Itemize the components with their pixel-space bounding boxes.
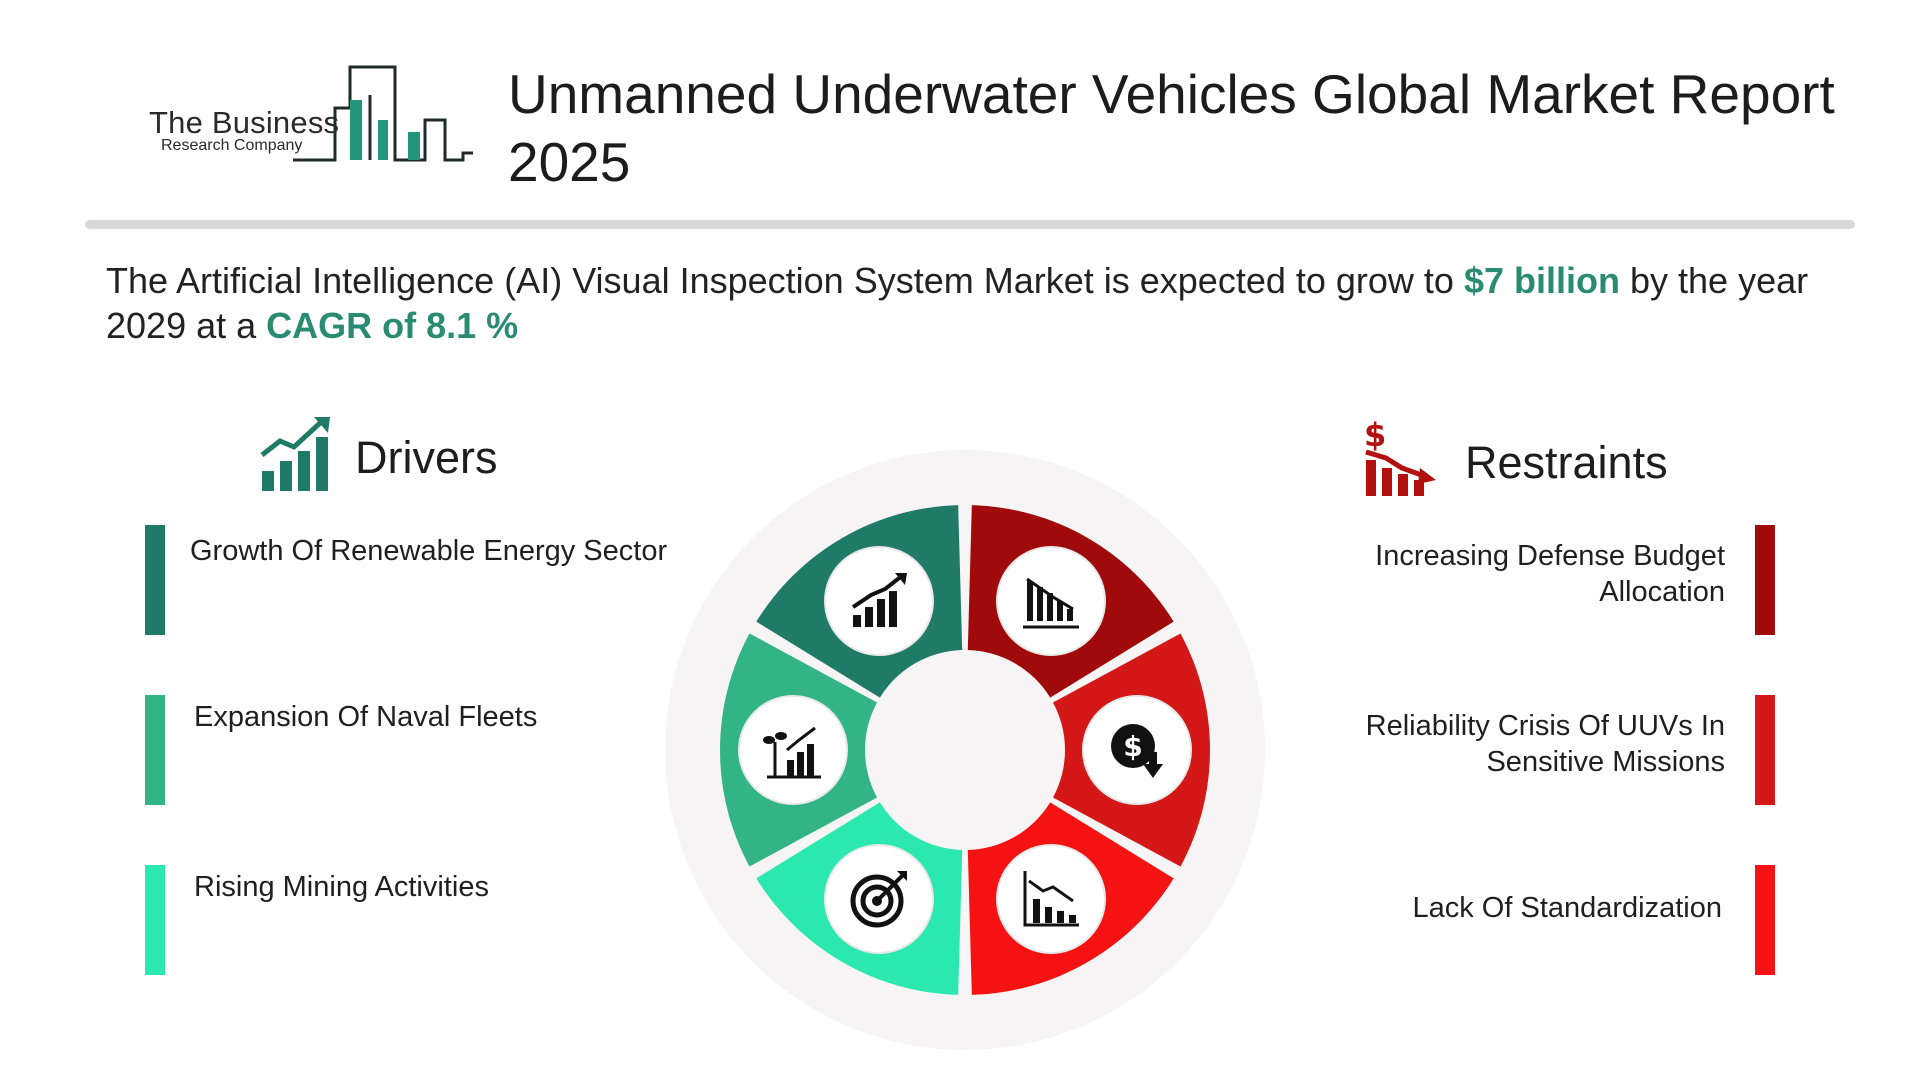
driver-item-1: Growth Of Renewable Energy Sector	[190, 535, 668, 567]
company-logo: The Business Research Company	[145, 60, 475, 170]
svg-text:$: $	[1364, 418, 1386, 454]
restraint-item-2: Reliability Crisis Of UUVs In Sensitive …	[1365, 710, 1725, 778]
wheel-icon-circle	[996, 843, 1106, 954]
driver-item-3: Rising Mining Activities	[194, 871, 489, 903]
market-summary: The Artificial Intelligence (AI) Visual …	[106, 258, 1826, 348]
divider	[85, 220, 1855, 229]
falling-bar-chart-icon	[1023, 577, 1079, 629]
logo-line2: Research Company	[161, 137, 303, 154]
target-icon	[850, 870, 907, 928]
plant-growth-chart-icon	[763, 726, 821, 779]
page-title: Unmanned Underwater Vehicles Global Mark…	[508, 63, 1835, 193]
summary-text-1: The Artificial Intelligence (AI) Visual …	[106, 260, 1464, 301]
rising-bar-chart-icon	[851, 573, 907, 628]
summary-text-2: by the year 2029 at a	[106, 260, 1809, 346]
restraint-bar-1	[1755, 525, 1775, 635]
declining-dollar-chart-icon: $	[1364, 418, 1436, 496]
summary-value: $7 billion	[1463, 260, 1620, 301]
svg-text:$: $	[1123, 730, 1142, 763]
restraints-heading: Restraints	[1465, 437, 1668, 488]
dollar-down-icon: $	[1111, 724, 1163, 778]
restraint-bar-3	[1755, 865, 1775, 975]
declining-chart-icon	[1023, 870, 1079, 927]
restraint-item-1: Increasing Defense Budget Allocation	[1375, 540, 1725, 608]
driver-bar-2	[145, 695, 165, 805]
growth-chart-icon	[260, 417, 330, 491]
driver-bar-1	[145, 525, 165, 635]
summary-cagr: CAGR of 8.1 %	[266, 305, 519, 346]
central-wheel: $	[665, 450, 1265, 1050]
wheel-icon-circle	[738, 695, 848, 805]
drivers-heading: Drivers	[355, 432, 498, 483]
restraint-item-3: Lack Of Standardization	[1412, 892, 1722, 924]
restraint-bar-2	[1755, 695, 1775, 805]
driver-bar-3	[145, 865, 165, 975]
logo-line1: The Business	[149, 105, 340, 140]
driver-item-2: Expansion Of Naval Fleets	[194, 701, 538, 733]
logo-graphic	[293, 65, 473, 162]
